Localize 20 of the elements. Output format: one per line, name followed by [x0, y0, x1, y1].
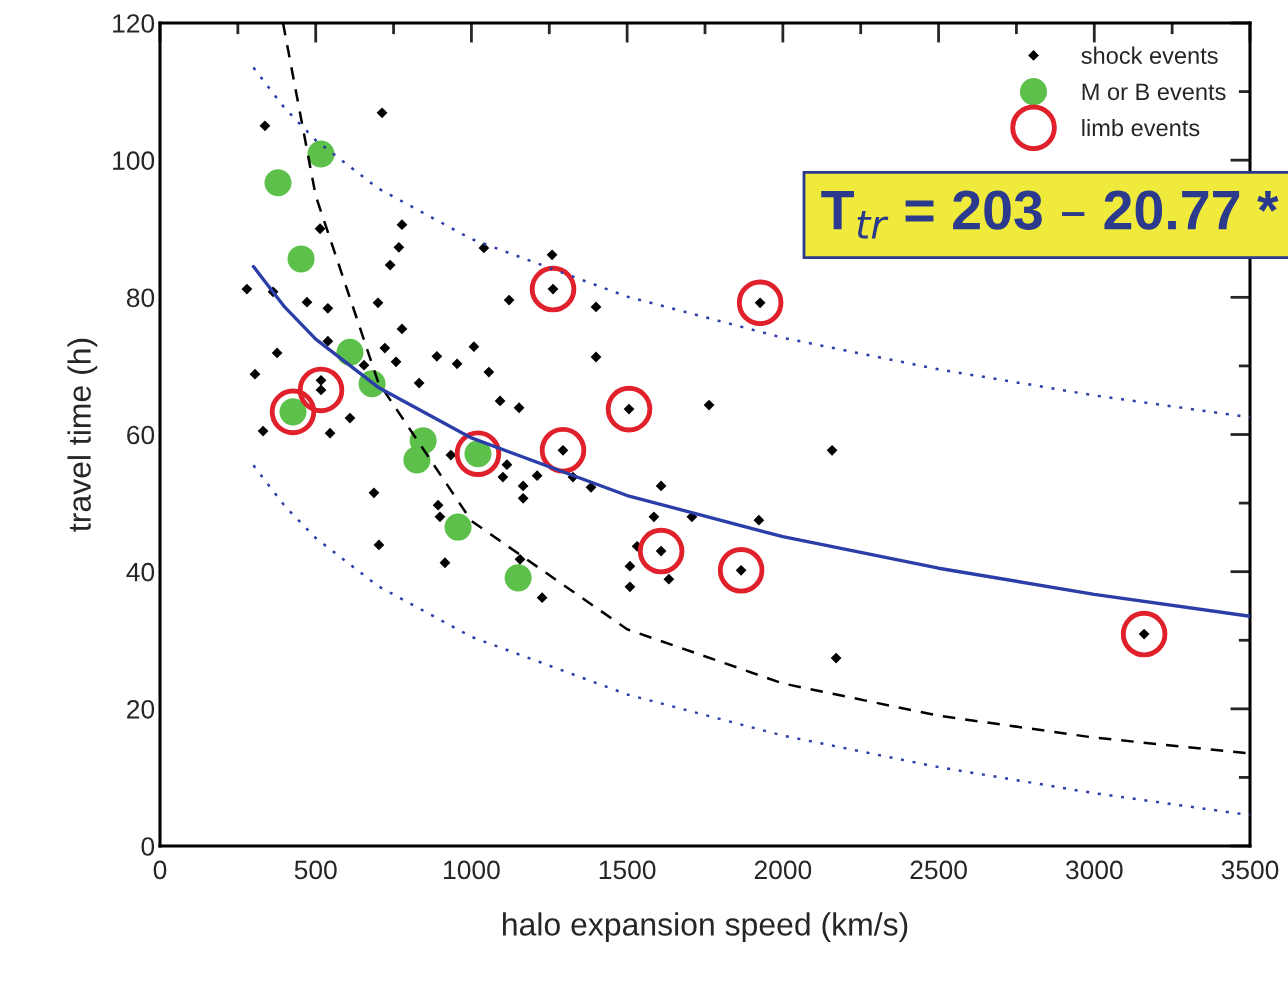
- y-tick-label: 80: [126, 288, 155, 308]
- x-tick-label: 2500: [910, 860, 967, 880]
- y-tick-label: 40: [126, 562, 155, 582]
- y-tick-label: 60: [127, 425, 155, 445]
- legend-label: limb events: [1082, 118, 1200, 137]
- x-axis-title: halo expansion speed (km/s): [503, 912, 908, 943]
- y-tick-label: 120: [113, 14, 155, 33]
- x-tick-label: 3000: [1065, 860, 1123, 880]
- y-tick-label: 20: [127, 699, 155, 719]
- x-tick-label: 500: [294, 860, 337, 880]
- x-tick-label: 3500: [1221, 860, 1279, 880]
- legend-label: M or B events: [1082, 83, 1226, 101]
- y-tick-label: 0: [141, 837, 155, 856]
- x-tick-label: 1500: [599, 860, 656, 880]
- x-tick-label: 1000: [444, 860, 500, 880]
- annotation: T$_{tr}$ = 203 – 20.77 *: [821, 190, 1279, 239]
- y-axis-title: travel time (h): [67, 338, 98, 532]
- y-tick-label: 100: [113, 151, 155, 170]
- x-tick-label: 2000: [754, 860, 812, 880]
- legend-label: shock events: [1081, 46, 1218, 64]
